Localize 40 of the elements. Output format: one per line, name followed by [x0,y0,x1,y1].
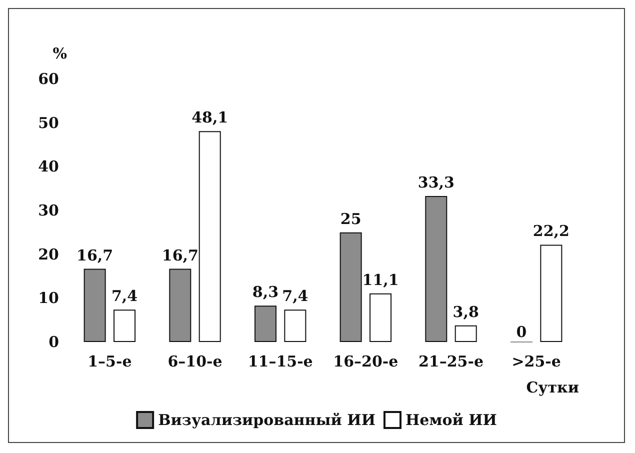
bar [254,306,276,342]
x-tick-label: 16–20-е [333,352,398,370]
bar [198,131,221,342]
x-tick-label: 21–25-е [418,352,484,370]
y-tick-label: 40 [38,158,59,176]
data-label: 7,4 [282,287,308,306]
legend-label: Немой ИИ [405,411,497,429]
y-tick-label: 30 [38,202,59,220]
y-tick-label: 10 [38,289,59,308]
data-label: 16,7 [162,246,198,264]
x-tick-label: 1–5-е [88,352,132,370]
bar [169,268,192,342]
y-tick-label: 0 [48,333,59,351]
x-axis-title: Сутки [526,378,579,396]
data-label: 33,3 [418,174,454,192]
x-tick-label: 11–15-е [248,352,313,370]
bar [425,196,448,342]
y-tick-label: 50 [38,114,59,132]
x-tick-label: >25-е [512,352,561,370]
y-tick-label: 20 [38,245,59,264]
bar [454,325,477,342]
data-label: 11,1 [362,270,399,289]
legend-label: Визуализированный ИИ [158,411,376,429]
data-label: 8,3 [252,283,279,302]
y-tick-label: 60 [38,70,59,88]
data-label: 3,8 [452,302,479,321]
bar [370,293,392,342]
y-axis-title: % [52,44,67,62]
bar [540,244,562,342]
data-label: 16,7 [76,246,114,264]
data-label: 22,2 [532,222,570,240]
bar [340,232,362,342]
bar [284,310,306,342]
data-label: 7,4 [111,287,138,306]
bar [114,310,136,342]
bar [84,268,106,342]
data-label: 25 [340,210,362,228]
data-label: 0 [516,323,527,341]
data-label: 48,1 [192,108,228,127]
x-tick-label: 6–10-е [168,352,222,370]
